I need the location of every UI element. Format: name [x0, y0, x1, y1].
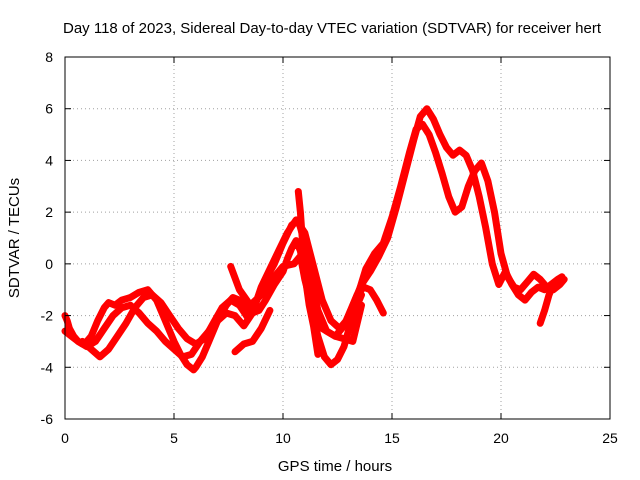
- y-axis-label: SDTVAR / TECUs: [6, 178, 23, 298]
- x-tick-label: 15: [384, 430, 400, 446]
- series-track-h: [536, 281, 557, 327]
- x-tick-label: 5: [170, 430, 178, 446]
- series-track-e: [340, 283, 387, 330]
- axis-ticks: 0 5 10 15 20 25 -6 -4 -2 0 2 4 6 8: [41, 49, 618, 446]
- x-tick-label: 0: [61, 430, 69, 446]
- chart-title: Day 118 of 2023, Sidereal Day-to-day VTE…: [63, 20, 602, 37]
- plot-frame: [64, 56, 611, 420]
- data-series: [61, 105, 568, 374]
- x-axis-label: GPS time / hours: [278, 458, 392, 475]
- y-tick-label: -2: [41, 308, 54, 324]
- x-tick-label: 10: [275, 430, 291, 446]
- y-tick-label: 0: [45, 256, 53, 272]
- series-track-g: [231, 306, 274, 356]
- y-tick-label: 8: [45, 49, 53, 65]
- y-tick-label: 6: [45, 101, 53, 117]
- series-track-c: [78, 105, 566, 361]
- y-tick-label: 4: [45, 152, 53, 168]
- series-track-f: [294, 188, 322, 358]
- x-tick-label: 25: [602, 430, 618, 446]
- y-tick-label: -6: [41, 411, 54, 427]
- y-tick-label: -4: [41, 359, 54, 375]
- x-tick-label: 20: [493, 430, 509, 446]
- y-tick-label: 2: [45, 204, 53, 220]
- grid: [65, 57, 610, 419]
